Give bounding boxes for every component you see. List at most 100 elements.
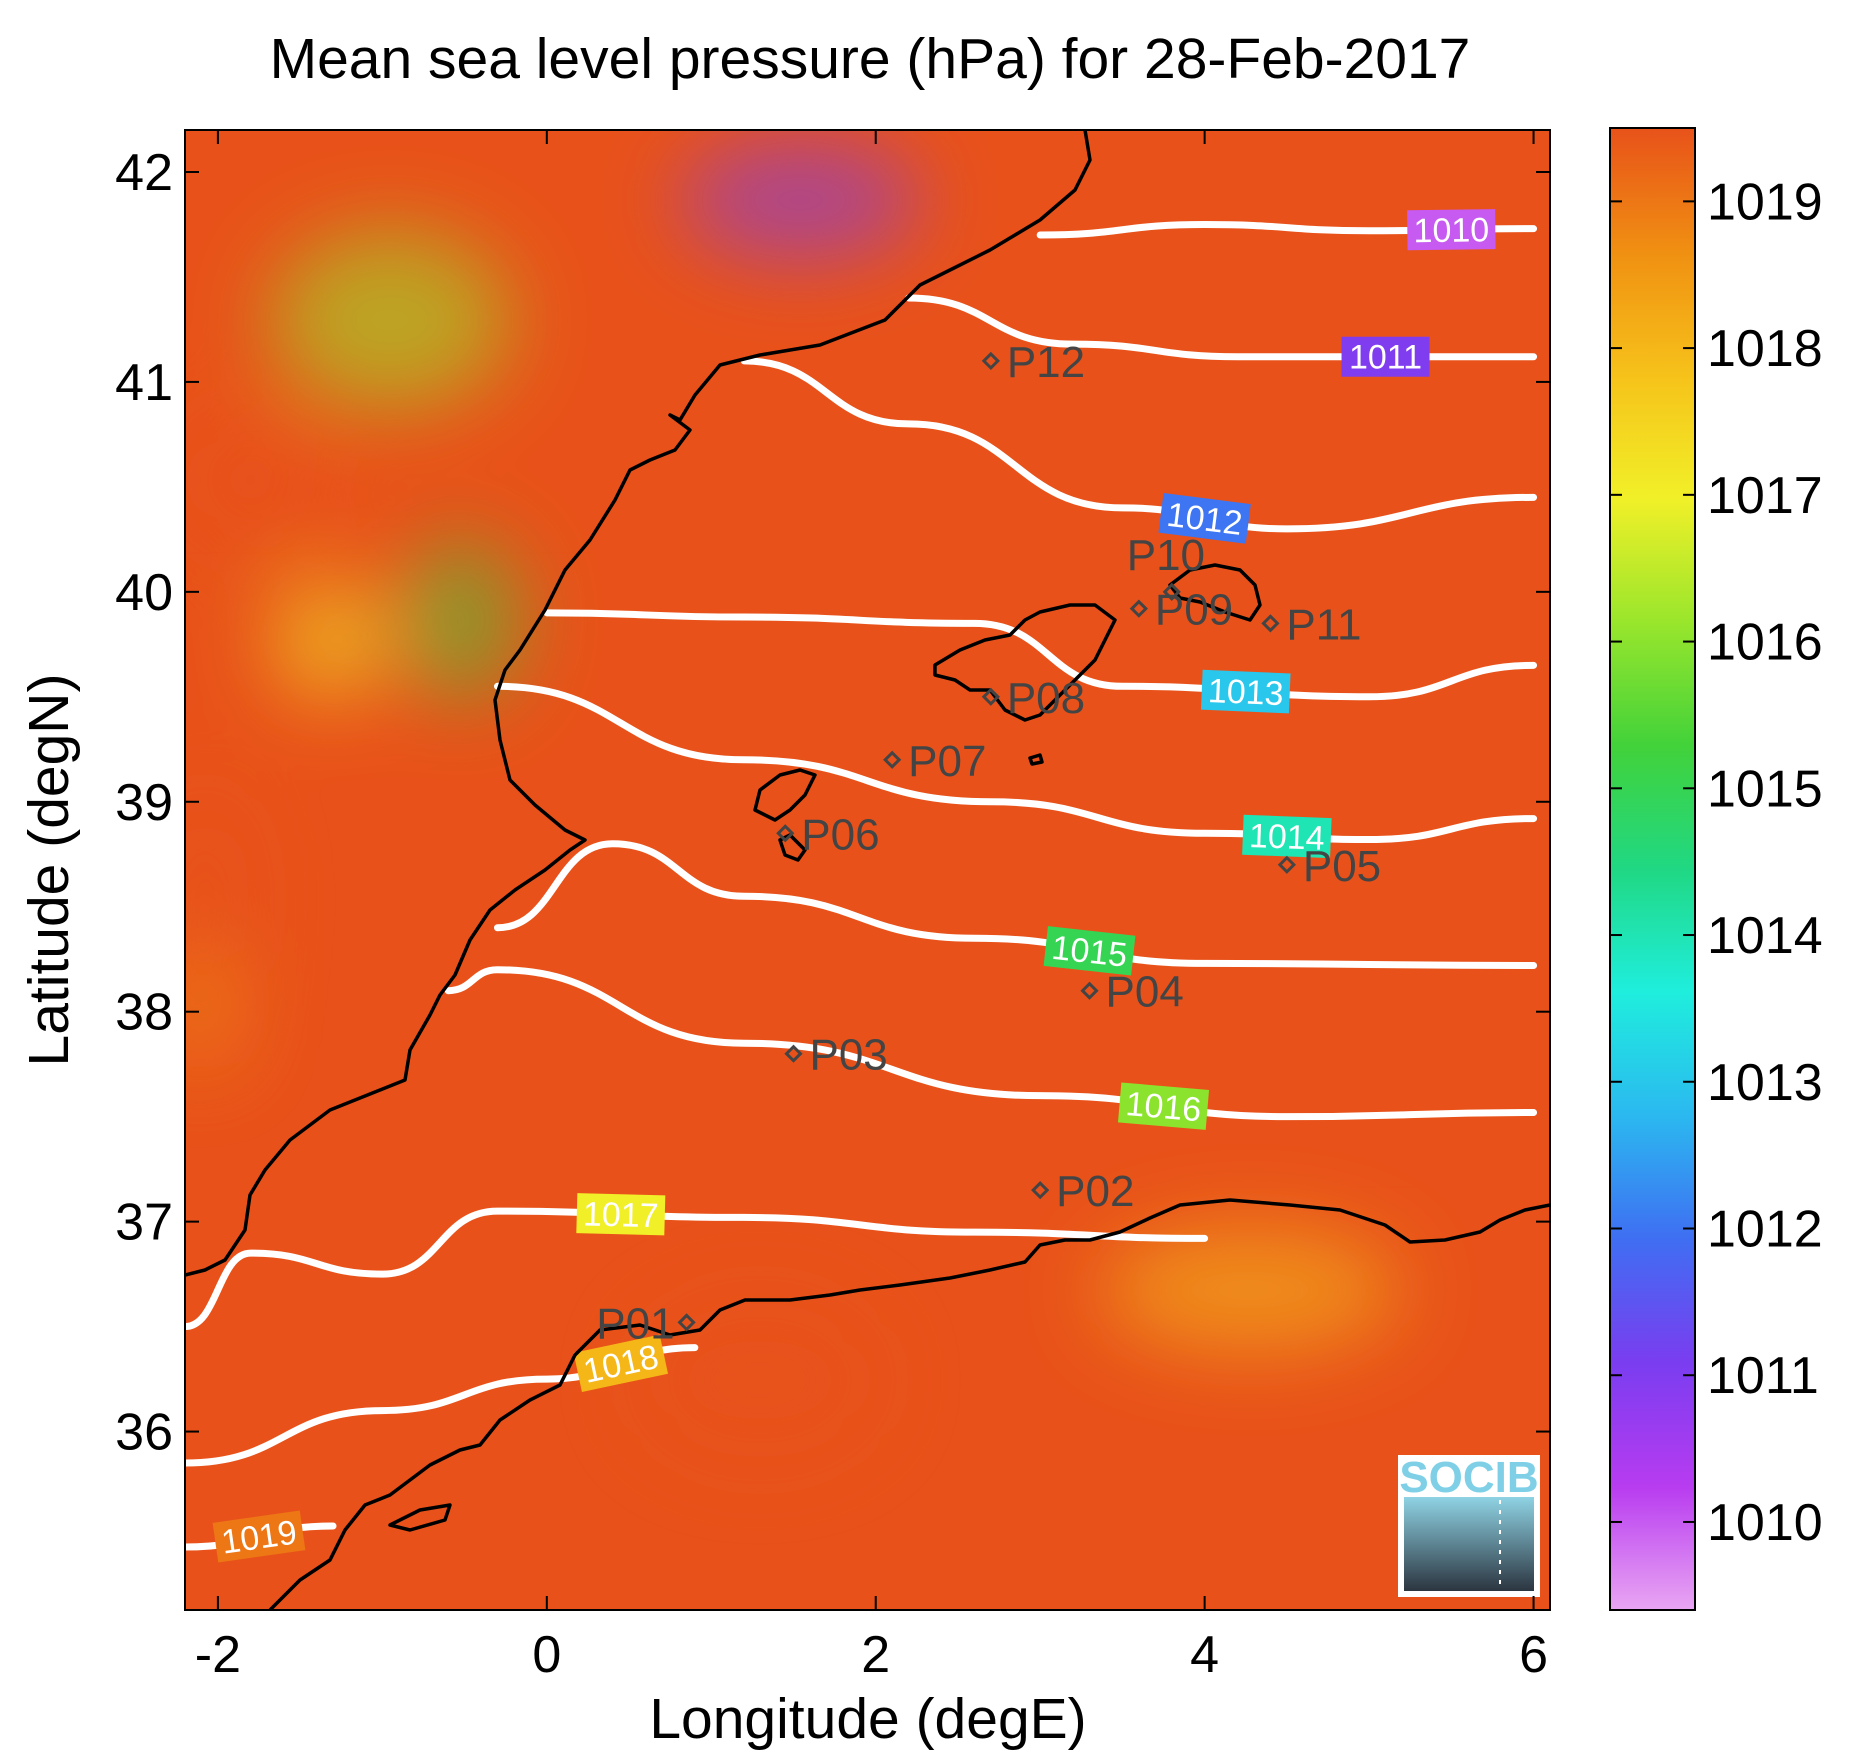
colorbar-tick-label: 1015 — [1707, 760, 1823, 818]
isobar-label-bg — [576, 1193, 666, 1236]
station-label: P06 — [801, 810, 879, 859]
isobar-label-bg — [1117, 1082, 1210, 1130]
station-label: P03 — [809, 1031, 887, 1080]
station-marker — [1162, 582, 1181, 601]
isobar-label-group: 1010 — [1407, 209, 1496, 251]
isobar-label-bg — [573, 1334, 669, 1393]
x-axis-label: Longitude (degE) — [649, 1687, 1086, 1751]
colorbar-tick-label: 1017 — [1707, 467, 1823, 525]
y-tick-label: 37 — [115, 1194, 173, 1252]
y-axis-label: Latitude (degN) — [17, 674, 81, 1067]
colorbar-tick-label: 1011 — [1707, 1347, 1819, 1405]
isobar-label-group: 1011 — [1341, 336, 1430, 377]
station-marker — [1129, 599, 1148, 618]
y-tick-label: 36 — [115, 1404, 173, 1462]
isobar-label-group: 1017 — [576, 1193, 666, 1236]
station-label: P10 — [1127, 531, 1205, 580]
station-marker — [981, 687, 1000, 706]
isobar-label-bg — [1242, 814, 1332, 859]
isobar-label-bg — [1158, 492, 1251, 544]
y-tick-label: 40 — [115, 564, 173, 622]
coastline-alboran — [388, 1503, 452, 1532]
colorbar: 1010 1011 1012 1013 1014 1015 1016 1017 1018 1019 — [1609, 127, 1823, 1611]
isobar-label-group: 1014 — [1242, 814, 1332, 859]
station-marker — [776, 824, 795, 843]
isobar-label-group: 1013 — [1200, 669, 1291, 714]
isobar-label: 1010 — [1413, 211, 1489, 250]
coastline-cabrera — [1028, 753, 1044, 766]
x-tick-label: 2 — [861, 1626, 890, 1684]
x-tick-label: 6 — [1519, 1626, 1548, 1684]
socib-logo: SOCIB — [1398, 1453, 1540, 1597]
colorbar-ramp — [1609, 127, 1696, 1611]
station-label: P01 — [596, 1299, 674, 1348]
colorbar-tick-label: 1012 — [1707, 1200, 1823, 1258]
pressure-band — [185, 1502, 1550, 1610]
station-marker — [677, 1313, 696, 1332]
isobar-label-bg — [1200, 669, 1291, 714]
station-marker — [1031, 1181, 1050, 1200]
isobar-label-bg — [1043, 926, 1136, 976]
station-label: P07 — [908, 737, 986, 786]
isobar-label: 1015 — [1050, 929, 1129, 975]
station-label: P05 — [1303, 842, 1381, 891]
y-tick-label: 38 — [115, 984, 173, 1042]
y-tick-label: 41 — [115, 354, 173, 412]
station-label: P11 — [1286, 600, 1361, 649]
colorbar-tick-label: 1018 — [1707, 320, 1823, 378]
isobar-label: 1013 — [1207, 672, 1284, 713]
station-marker — [883, 750, 902, 769]
station-label: P08 — [1007, 674, 1085, 723]
station-marker — [1261, 614, 1280, 633]
x-tick-label: 4 — [1190, 1626, 1219, 1684]
station-label: P04 — [1106, 968, 1184, 1017]
colorbar-tick-label: 1019 — [1707, 173, 1823, 231]
coastline-menorca — [1168, 563, 1262, 622]
isobar-label: 1017 — [582, 1195, 659, 1235]
x-tick-label: -2 — [195, 1626, 241, 1684]
station-label: P12 — [1007, 338, 1085, 387]
isobar-1014 — [493, 682, 1538, 844]
isobar-1012 — [740, 357, 1538, 533]
isobar-label: 1016 — [1124, 1085, 1203, 1129]
isobar-label-bg — [1407, 209, 1496, 251]
colorbar-tick-label: 1013 — [1707, 1054, 1823, 1112]
svg-text:SOCIB: SOCIB — [1399, 1453, 1538, 1502]
coastline-ibiza — [753, 768, 817, 822]
x-axis: -2 0 2 4 6 — [195, 130, 1548, 1684]
plot-area: 1010101110121013101410151016101710181019… — [185, 130, 1550, 1610]
isobar-1013 — [543, 609, 1538, 701]
x-tick-label: 0 — [532, 1626, 561, 1684]
land-detail — [185, 140, 1400, 1460]
isobar-1017 — [185, 1207, 1209, 1331]
y-tick-label: 39 — [115, 774, 173, 832]
isobar-label-bg — [212, 1510, 306, 1563]
station-marker — [1080, 981, 1099, 1000]
station-marker — [981, 351, 1000, 371]
isobar-label-group: 1012 — [1158, 492, 1251, 544]
isobar-label-group: 1015 — [1043, 926, 1136, 976]
station-marker — [784, 1044, 803, 1063]
coastline-mallorca — [933, 603, 1117, 722]
colorbar-tick-label: 1014 — [1707, 907, 1823, 965]
isobar-1015 — [493, 840, 1538, 970]
coastline-africa — [268, 1198, 1550, 1610]
colorbar-tick-label: 1010 — [1707, 1494, 1823, 1552]
y-tick-label: 42 — [115, 144, 173, 202]
y-axis: 36 37 38 39 40 41 42 — [115, 144, 1550, 1462]
isobar-1016 — [444, 966, 1538, 1121]
colorbar-ticks: 1010 1011 1012 1013 1014 1015 1016 1017 1018 1019 — [1610, 173, 1823, 1552]
colorbar-tick-label: 1016 — [1707, 614, 1823, 672]
station-marker — [1277, 855, 1296, 874]
isobar-label: 1011 — [1349, 339, 1422, 377]
isobar-label-bg — [1341, 336, 1430, 377]
coastline-iberia — [185, 130, 1092, 1277]
coastline — [185, 130, 1550, 1610]
isobar-label: 1014 — [1248, 817, 1325, 858]
isobar-label-group: 1016 — [1117, 1082, 1210, 1130]
plot-frame — [184, 129, 1551, 1611]
station-label: P02 — [1056, 1167, 1134, 1216]
